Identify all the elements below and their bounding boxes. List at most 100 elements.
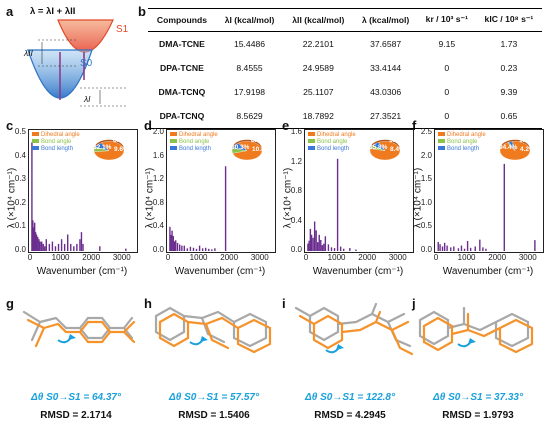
spectrum-bar: [79, 239, 81, 251]
y-axis-label: λ (×10⁴ cm⁻¹): [6, 167, 18, 229]
spectrum-bar: [355, 249, 357, 251]
table-cell: DMA-TCNE: [159, 39, 205, 49]
spectrum-bar: [33, 227, 35, 251]
x-tick-label: 0: [303, 253, 309, 262]
x-tick-label: 2000: [488, 253, 507, 262]
spectrum-bar: [70, 243, 72, 251]
table-header: Compounds: [148, 8, 216, 32]
y-tick-label: 0.4: [290, 215, 302, 225]
legend-entry: Dihedral angle: [170, 132, 218, 139]
spectrum-bar: [41, 241, 43, 251]
spectrum-bar: [463, 248, 466, 251]
pie-percent-label: 8.4%: [390, 146, 405, 153]
table-row: DPA-TCNQ 8.5629 18.7892 27.3521 0 0.65: [148, 104, 542, 129]
table-cell: 9.15: [438, 39, 456, 49]
spectrum-bar: [336, 158, 339, 251]
dihedral-change-g: Δθ S0→S1 = 64.37°: [31, 392, 121, 403]
table-cell: 0.23: [500, 63, 518, 73]
spectrum-bar: [321, 245, 323, 251]
spectrum-bar: [315, 230, 317, 251]
x-tick-label: 1000: [457, 253, 476, 262]
spectrum-bar: [327, 244, 330, 251]
spectrum-bar: [51, 241, 54, 251]
spectrum-bar: [460, 245, 463, 251]
spectrum-bar: [31, 142, 33, 251]
y-tick-label: 0.0: [14, 245, 26, 254]
legend-entry: Dihedral angle: [438, 132, 486, 139]
panel-label-g: g: [6, 296, 14, 311]
spectrum-bar: [44, 246, 46, 251]
spectrum-bar: [330, 247, 333, 251]
x-tick-label: 2000: [220, 253, 239, 262]
spectrum-bar: [171, 230, 173, 251]
y-tick-label: 0.0: [420, 245, 432, 254]
energy-diagram: λ = λI + λII S1 S0: [18, 6, 138, 116]
pie-slice: [94, 142, 110, 151]
spectrum-bar: [37, 236, 39, 251]
spectrum-bar: [76, 243, 78, 251]
spectrum-c: 0.0 0.1 0.2 0.3 0.4 0.5 0 1000 2000 3000 λ (×10⁴ c…: [6, 122, 138, 282]
spectrum-bar: [189, 246, 192, 251]
spectrum-bar: [317, 242, 319, 251]
table-cell: 24.9589: [302, 63, 334, 73]
x-axis-label: Wavenumber (cm⁻¹): [442, 266, 534, 277]
spectrum-bar: [173, 241, 176, 251]
spectrum-bar: [324, 236, 327, 251]
legend-entry: Bond angle: [308, 139, 356, 146]
y-axis-label: λ (×10⁴ cm⁻¹): [282, 167, 294, 229]
spectrum-bar: [318, 234, 320, 251]
table-cell: 8.5629: [215, 104, 284, 129]
spectrum-bar: [214, 248, 216, 251]
spectrum-bar: [63, 243, 66, 251]
table-header: kIC / 10⁸ s⁻¹: [475, 8, 542, 32]
table-cell: 17.9198: [233, 87, 266, 97]
bar-plot: [169, 166, 227, 251]
legend-entry: Bond length: [438, 146, 486, 153]
dihedral-change-h: Δθ S0→S1 = 57.57°: [169, 392, 259, 403]
x-tick-label: 1000: [327, 253, 346, 262]
table-header: λ (kcal/mol): [353, 8, 418, 32]
panel-label-j: j: [412, 296, 416, 311]
y-tick-label: 0.8: [290, 186, 302, 195]
table-cell: 15.4486: [233, 39, 266, 49]
spectrum-bar: [323, 243, 325, 251]
pie-slice: [508, 141, 516, 151]
legend-entry: Bond angle: [170, 139, 218, 146]
spectrum-bar: [80, 232, 83, 251]
lambda-ii-label: λII: [24, 48, 33, 58]
spectrum-e: 0.0 0.4 0.8 1.2 1.6 0 1000 2000 3000 λ (×10⁴ cm⁻¹…: [282, 122, 414, 282]
panel-label-a: a: [6, 4, 14, 19]
spectrum-bar: [170, 234, 172, 251]
pie-percent-label: 94.4%: [499, 144, 518, 151]
table-cell: DPA-TCNQ: [148, 104, 216, 129]
legend-entry: Bond length: [308, 146, 356, 153]
spectrum-bar: [307, 243, 309, 251]
table-cell: 0: [417, 104, 476, 129]
pie-percent-label: 82.1%: [93, 144, 112, 151]
spectrum-bar: [67, 234, 69, 251]
spectrum-bar: [208, 248, 210, 251]
molecule-overlay-h: [154, 306, 272, 354]
x-tick-label: 3000: [518, 253, 537, 262]
y-axis-label: λ (×10⁴ cm⁻¹): [144, 167, 156, 229]
lambda-i-label: λI: [84, 94, 91, 104]
y-tick-label: 2.0: [152, 127, 164, 136]
x-axis-label: Wavenumber (cm⁻¹): [312, 266, 404, 277]
x-tick-label: 2000: [82, 253, 101, 262]
pie-percent-label: 9.6%: [114, 146, 129, 153]
x-tick-label: 0: [433, 253, 439, 262]
spectrum-bar: [333, 248, 336, 251]
y-tick-label: 0.2: [14, 197, 26, 207]
spectrum-bar: [45, 239, 47, 251]
legend-entry: Dihedral angle: [32, 132, 80, 139]
spectrum-bar: [183, 245, 185, 251]
pie-chart: 80.3%8.9% 10.8%: [231, 137, 271, 161]
table-cell: 33.4144: [370, 63, 402, 73]
y-tick-label: 0.4: [152, 221, 164, 231]
table-header: λI (kcal/mol): [215, 8, 284, 32]
dihedral-change-i: Δθ S0→S1 = 122.8°: [305, 392, 395, 403]
spectrum-bar: [169, 226, 171, 251]
spectrum-bar: [198, 245, 201, 251]
table-cell: 0: [444, 63, 450, 73]
x-tick-label: 1000: [51, 253, 70, 262]
